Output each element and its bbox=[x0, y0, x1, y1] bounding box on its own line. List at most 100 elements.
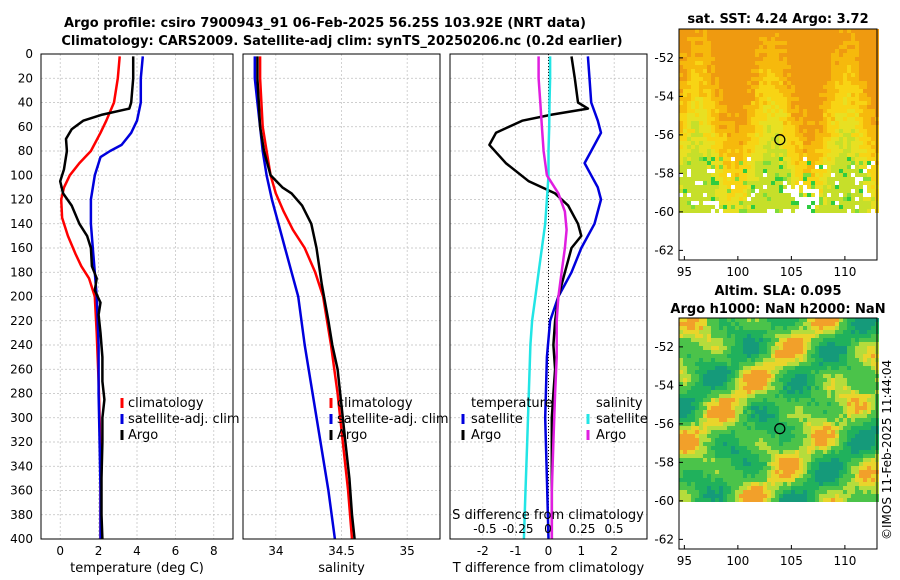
map-cell bbox=[715, 73, 719, 77]
map-cell bbox=[863, 57, 867, 61]
map-cell bbox=[691, 434, 695, 438]
map-cell bbox=[799, 153, 803, 157]
map-cell bbox=[751, 350, 755, 354]
map-cell bbox=[751, 422, 755, 426]
map-cell bbox=[767, 394, 771, 398]
map-cell bbox=[811, 410, 815, 414]
map-cell bbox=[799, 462, 803, 466]
map-cell bbox=[823, 77, 827, 81]
map-cell bbox=[811, 189, 815, 193]
map-cell bbox=[847, 61, 851, 65]
map-cell bbox=[783, 462, 787, 466]
map-cell bbox=[763, 161, 767, 165]
map-cell bbox=[747, 73, 751, 77]
map-cell bbox=[843, 434, 847, 438]
map-cell bbox=[859, 478, 863, 482]
map-cell bbox=[791, 486, 795, 490]
map-cell bbox=[811, 161, 815, 165]
map-cell bbox=[751, 41, 755, 45]
y-tick-label: 120 bbox=[10, 193, 33, 207]
map-cell bbox=[859, 350, 863, 354]
map-cell bbox=[823, 466, 827, 470]
map-cell bbox=[783, 29, 787, 33]
map-cell bbox=[851, 177, 855, 181]
map-cell bbox=[843, 338, 847, 342]
map-cell bbox=[827, 65, 831, 69]
map-cell bbox=[735, 326, 739, 330]
map-cell bbox=[703, 181, 707, 185]
map-cell bbox=[779, 153, 783, 157]
map-cell bbox=[807, 149, 811, 153]
map-cell bbox=[779, 318, 783, 322]
map-cell bbox=[679, 426, 683, 430]
map-cell bbox=[831, 165, 835, 169]
map-cell bbox=[831, 398, 835, 402]
map-cell bbox=[687, 45, 691, 49]
map-cell bbox=[855, 101, 859, 105]
map-cell bbox=[839, 354, 843, 358]
map-cell bbox=[791, 446, 795, 450]
map-cells bbox=[679, 318, 879, 502]
map-cell bbox=[695, 362, 699, 366]
map-cell bbox=[779, 354, 783, 358]
map-cell bbox=[723, 498, 727, 502]
legend-label: Argo bbox=[128, 428, 158, 443]
map-cell bbox=[695, 145, 699, 149]
map-cell bbox=[827, 85, 831, 89]
map-cell bbox=[819, 205, 823, 209]
map-cell bbox=[711, 398, 715, 402]
map-cell bbox=[803, 101, 807, 105]
map-cell bbox=[695, 165, 699, 169]
map-cell bbox=[807, 374, 811, 378]
map-cell bbox=[851, 486, 855, 490]
map-cell bbox=[799, 430, 803, 434]
map-cell bbox=[867, 486, 871, 490]
map-cell bbox=[767, 149, 771, 153]
map-cell bbox=[703, 77, 707, 81]
map-cell bbox=[771, 185, 775, 189]
map-cell bbox=[703, 422, 707, 426]
map-cell bbox=[723, 490, 727, 494]
map-cell bbox=[767, 169, 771, 173]
map-cell bbox=[767, 402, 771, 406]
map-cell bbox=[823, 342, 827, 346]
map-cell bbox=[795, 165, 799, 169]
map-cell bbox=[807, 438, 811, 442]
map-cell bbox=[731, 157, 735, 161]
map-cell bbox=[855, 382, 859, 386]
map-cell bbox=[795, 402, 799, 406]
map-cell bbox=[755, 93, 759, 97]
map-cell bbox=[699, 378, 703, 382]
map-cell bbox=[819, 209, 823, 213]
map-cell bbox=[755, 430, 759, 434]
map-cell bbox=[863, 454, 867, 458]
map-cell bbox=[811, 129, 815, 133]
map-cell bbox=[811, 77, 815, 81]
map-cell bbox=[815, 458, 819, 462]
map-cell bbox=[707, 209, 711, 213]
map-cell bbox=[799, 165, 803, 169]
map-cell bbox=[831, 390, 835, 394]
map-cell bbox=[791, 137, 795, 141]
map-cell bbox=[851, 478, 855, 482]
map-cell bbox=[743, 334, 747, 338]
map-cell bbox=[755, 33, 759, 37]
map-cell bbox=[763, 121, 767, 125]
map-cell bbox=[783, 37, 787, 41]
map-cell bbox=[743, 169, 747, 173]
map-cell bbox=[707, 410, 711, 414]
map-cell bbox=[783, 434, 787, 438]
map-cell bbox=[855, 490, 859, 494]
map-cell bbox=[799, 137, 803, 141]
map-cell bbox=[707, 402, 711, 406]
map-cell bbox=[679, 145, 683, 149]
map-cell bbox=[687, 113, 691, 117]
map-cell bbox=[819, 382, 823, 386]
map-cell bbox=[711, 85, 715, 89]
map-cell bbox=[755, 478, 759, 482]
map-cell bbox=[859, 454, 863, 458]
map-cell bbox=[783, 49, 787, 53]
map-cell bbox=[863, 470, 867, 474]
x-tick-label: -1 bbox=[510, 544, 522, 558]
map-cell bbox=[683, 382, 687, 386]
